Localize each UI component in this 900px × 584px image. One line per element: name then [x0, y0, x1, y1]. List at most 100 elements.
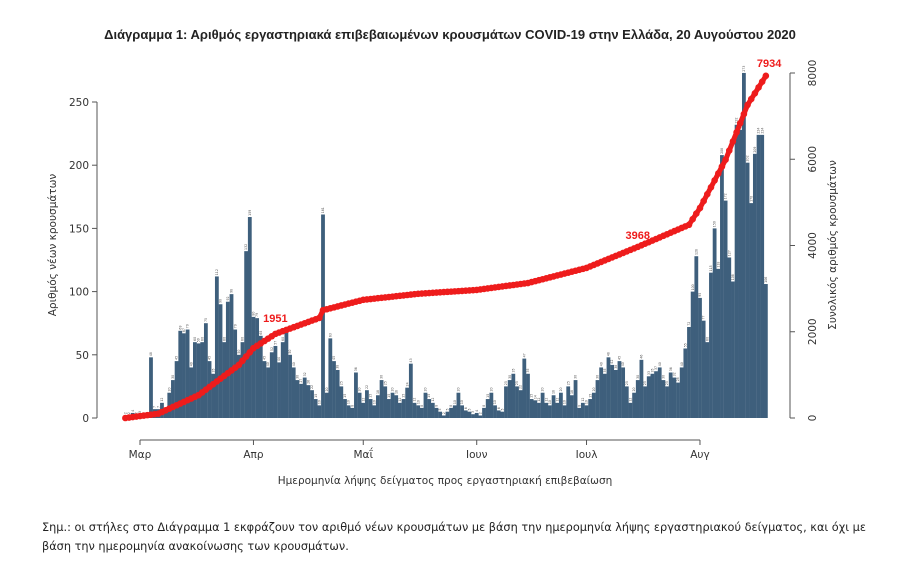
bar: [580, 402, 585, 418]
bar: [694, 256, 699, 418]
y-tick-label: 100: [69, 287, 89, 299]
bar-value-label: 25: [515, 381, 519, 385]
bar: [460, 405, 464, 418]
bar-value-label: 12: [555, 398, 559, 402]
bar: [665, 386, 669, 418]
cumulative-point: [747, 95, 755, 103]
bar-value-label: 27: [299, 379, 303, 383]
bar-value-label: 32: [672, 372, 676, 376]
bar: [445, 411, 450, 418]
bar-value-label: 46: [640, 355, 644, 359]
bar: [390, 392, 395, 418]
footnote-line-2: βάση την ημερομηνία ανακοίνωσης των κρου…: [42, 540, 349, 553]
bar-value-label: 40: [292, 362, 296, 366]
bar: [467, 411, 472, 418]
bar: [419, 407, 424, 418]
bar-value-label: 12: [361, 398, 365, 402]
bar: [365, 390, 369, 418]
bar-value-label: 22: [365, 385, 369, 389]
bar-value-label: 8: [420, 405, 424, 407]
bar-value-label: 10: [317, 400, 321, 404]
bar: [742, 72, 746, 418]
cumulative-point: [736, 119, 744, 127]
bar: [474, 412, 479, 418]
bar-value-label: 45: [208, 356, 212, 360]
bar-value-label: 25: [643, 381, 647, 385]
bar-value-label: 80: [252, 312, 256, 316]
bar-value-label: 79: [255, 313, 259, 317]
annotation-label: 1951: [263, 313, 287, 325]
bar-value-label: 44: [277, 357, 281, 361]
bar-value-label: 15: [530, 394, 534, 398]
bar-value-label: 98: [230, 289, 234, 293]
bar: [731, 281, 735, 418]
bar-value-label: 40: [658, 362, 662, 366]
bar: [749, 203, 754, 418]
bar: [218, 304, 223, 418]
bar: [189, 367, 194, 418]
bar: [376, 395, 380, 418]
bar: [434, 407, 439, 418]
bar-value-label: 100: [691, 284, 695, 290]
bar-value-label: 15: [402, 394, 406, 398]
bar: [621, 367, 626, 418]
bar-value-label: 28: [676, 377, 680, 381]
bar: [354, 372, 358, 418]
bar-value-label: 12: [431, 398, 435, 402]
bar-value-label: 35: [511, 368, 515, 372]
bar-value-label: 20: [325, 387, 329, 391]
bar: [361, 402, 366, 418]
x-tick-label: Αυγ: [690, 449, 709, 461]
bar: [449, 407, 453, 418]
cumulative-point: [714, 170, 722, 177]
bar-value-label: 2: [123, 412, 127, 414]
bar-value-label: 33: [647, 371, 651, 375]
bar: [537, 402, 541, 418]
bar-value-label: 2: [134, 412, 138, 414]
cumulative-point: [685, 221, 693, 229]
bar: [255, 318, 260, 418]
bar: [225, 301, 230, 418]
bar: [613, 369, 618, 418]
bar: [727, 257, 732, 418]
bar-value-label: 5: [446, 408, 450, 410]
bar: [573, 380, 578, 418]
cumulative-point: [689, 215, 696, 223]
bar-value-label: 22: [519, 385, 523, 389]
bar-value-label: 20: [541, 387, 545, 391]
bar-value-label: 92: [226, 296, 230, 300]
bar: [328, 338, 333, 418]
bar: [489, 392, 494, 418]
bar-value-label: 43: [409, 358, 413, 362]
bar: [244, 251, 249, 418]
bar: [427, 399, 432, 418]
y-tick-label: 0: [82, 413, 89, 425]
bar-value-label: 12: [413, 398, 417, 402]
bar-value-label: 273: [742, 66, 746, 72]
bar: [317, 405, 322, 418]
bar: [555, 402, 560, 418]
bar-value-label: 30: [380, 375, 384, 379]
bar-value-label: 202: [746, 155, 750, 161]
y2-tick-label: 4000: [807, 232, 819, 259]
bar: [511, 373, 516, 418]
bar-value-label: 12: [537, 398, 541, 402]
cumulative-point: [722, 156, 729, 163]
cumulative-point: [704, 190, 711, 198]
bar-value-label: 12: [398, 398, 402, 402]
bar: [723, 200, 728, 418]
bar: [412, 402, 417, 418]
x-tick-label: Ιουλ: [576, 449, 598, 461]
bar-value-label: 10: [416, 400, 420, 404]
bar-value-label: 35: [526, 368, 530, 372]
bar: [372, 405, 377, 418]
bar-value-label: 35: [211, 368, 215, 372]
bar-value-label: 5: [468, 408, 472, 410]
bar-value-label: 72: [687, 322, 691, 326]
bar-value-label: 127: [727, 250, 731, 256]
y-tick-label: 50: [76, 350, 89, 362]
bar: [463, 410, 468, 418]
bar: [760, 134, 765, 418]
bar: [247, 217, 252, 418]
